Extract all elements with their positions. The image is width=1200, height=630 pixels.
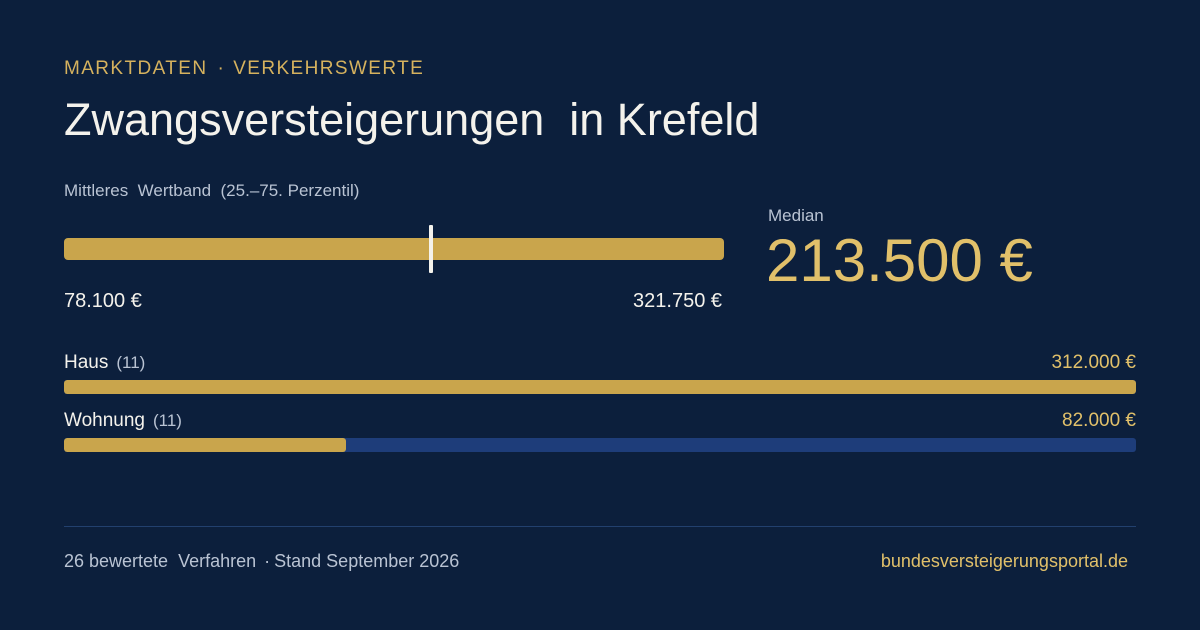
eyebrow-separator: · [217,58,226,79]
category-count: (11) [153,411,182,430]
category-name: Haus (11) [64,352,145,374]
category-value: 82.000 € [1062,410,1136,431]
footer-info: 26 bewertete Verfahren · Stand September 2… [64,551,459,572]
category-bar-fill [64,380,1136,394]
category-row-wohnung: Wohnung (11) 82.000 € [64,410,1136,452]
median-label: Median [768,206,824,225]
eyebrow-category: MARKTDATEN [64,58,208,79]
band-max-value: 321.750 € [633,290,722,312]
value-band-bar [64,238,724,260]
divider [64,526,1136,527]
footer-stand: Stand September 2026 [274,551,460,571]
category-bar-track [64,438,1136,452]
median-marker [428,225,433,273]
median-value: 213.500 € [766,227,1033,294]
footer-cases: 26 bewertete Verfahren [64,551,257,571]
category-label: Wohnung [64,410,145,431]
eyebrow-subcategory: VERKEHRSWERTE [233,58,425,79]
category-name: Wohnung (11) [64,410,182,432]
category-label: Haus [64,352,109,373]
category-count: (11) [116,353,146,372]
category-bar-track [64,380,1136,394]
category-bar-fill [64,438,346,452]
band-label: Mittleres Wertband (25.–75. Perzentil) [64,181,360,200]
eyebrow: MARKTDATEN · VERKEHRSWERTE [64,58,424,80]
footer-site-link[interactable]: bundesversteigerungsportal.de [880,551,1128,571]
category-row-haus: Haus (11) 312.000 € [64,352,1136,394]
page-title: Zwangsversteigerungen in Krefeld [64,94,760,145]
band-min-value: 78.100 € [64,290,142,312]
category-value: 312.000 € [1051,352,1136,373]
footer-separator: · [264,551,271,571]
